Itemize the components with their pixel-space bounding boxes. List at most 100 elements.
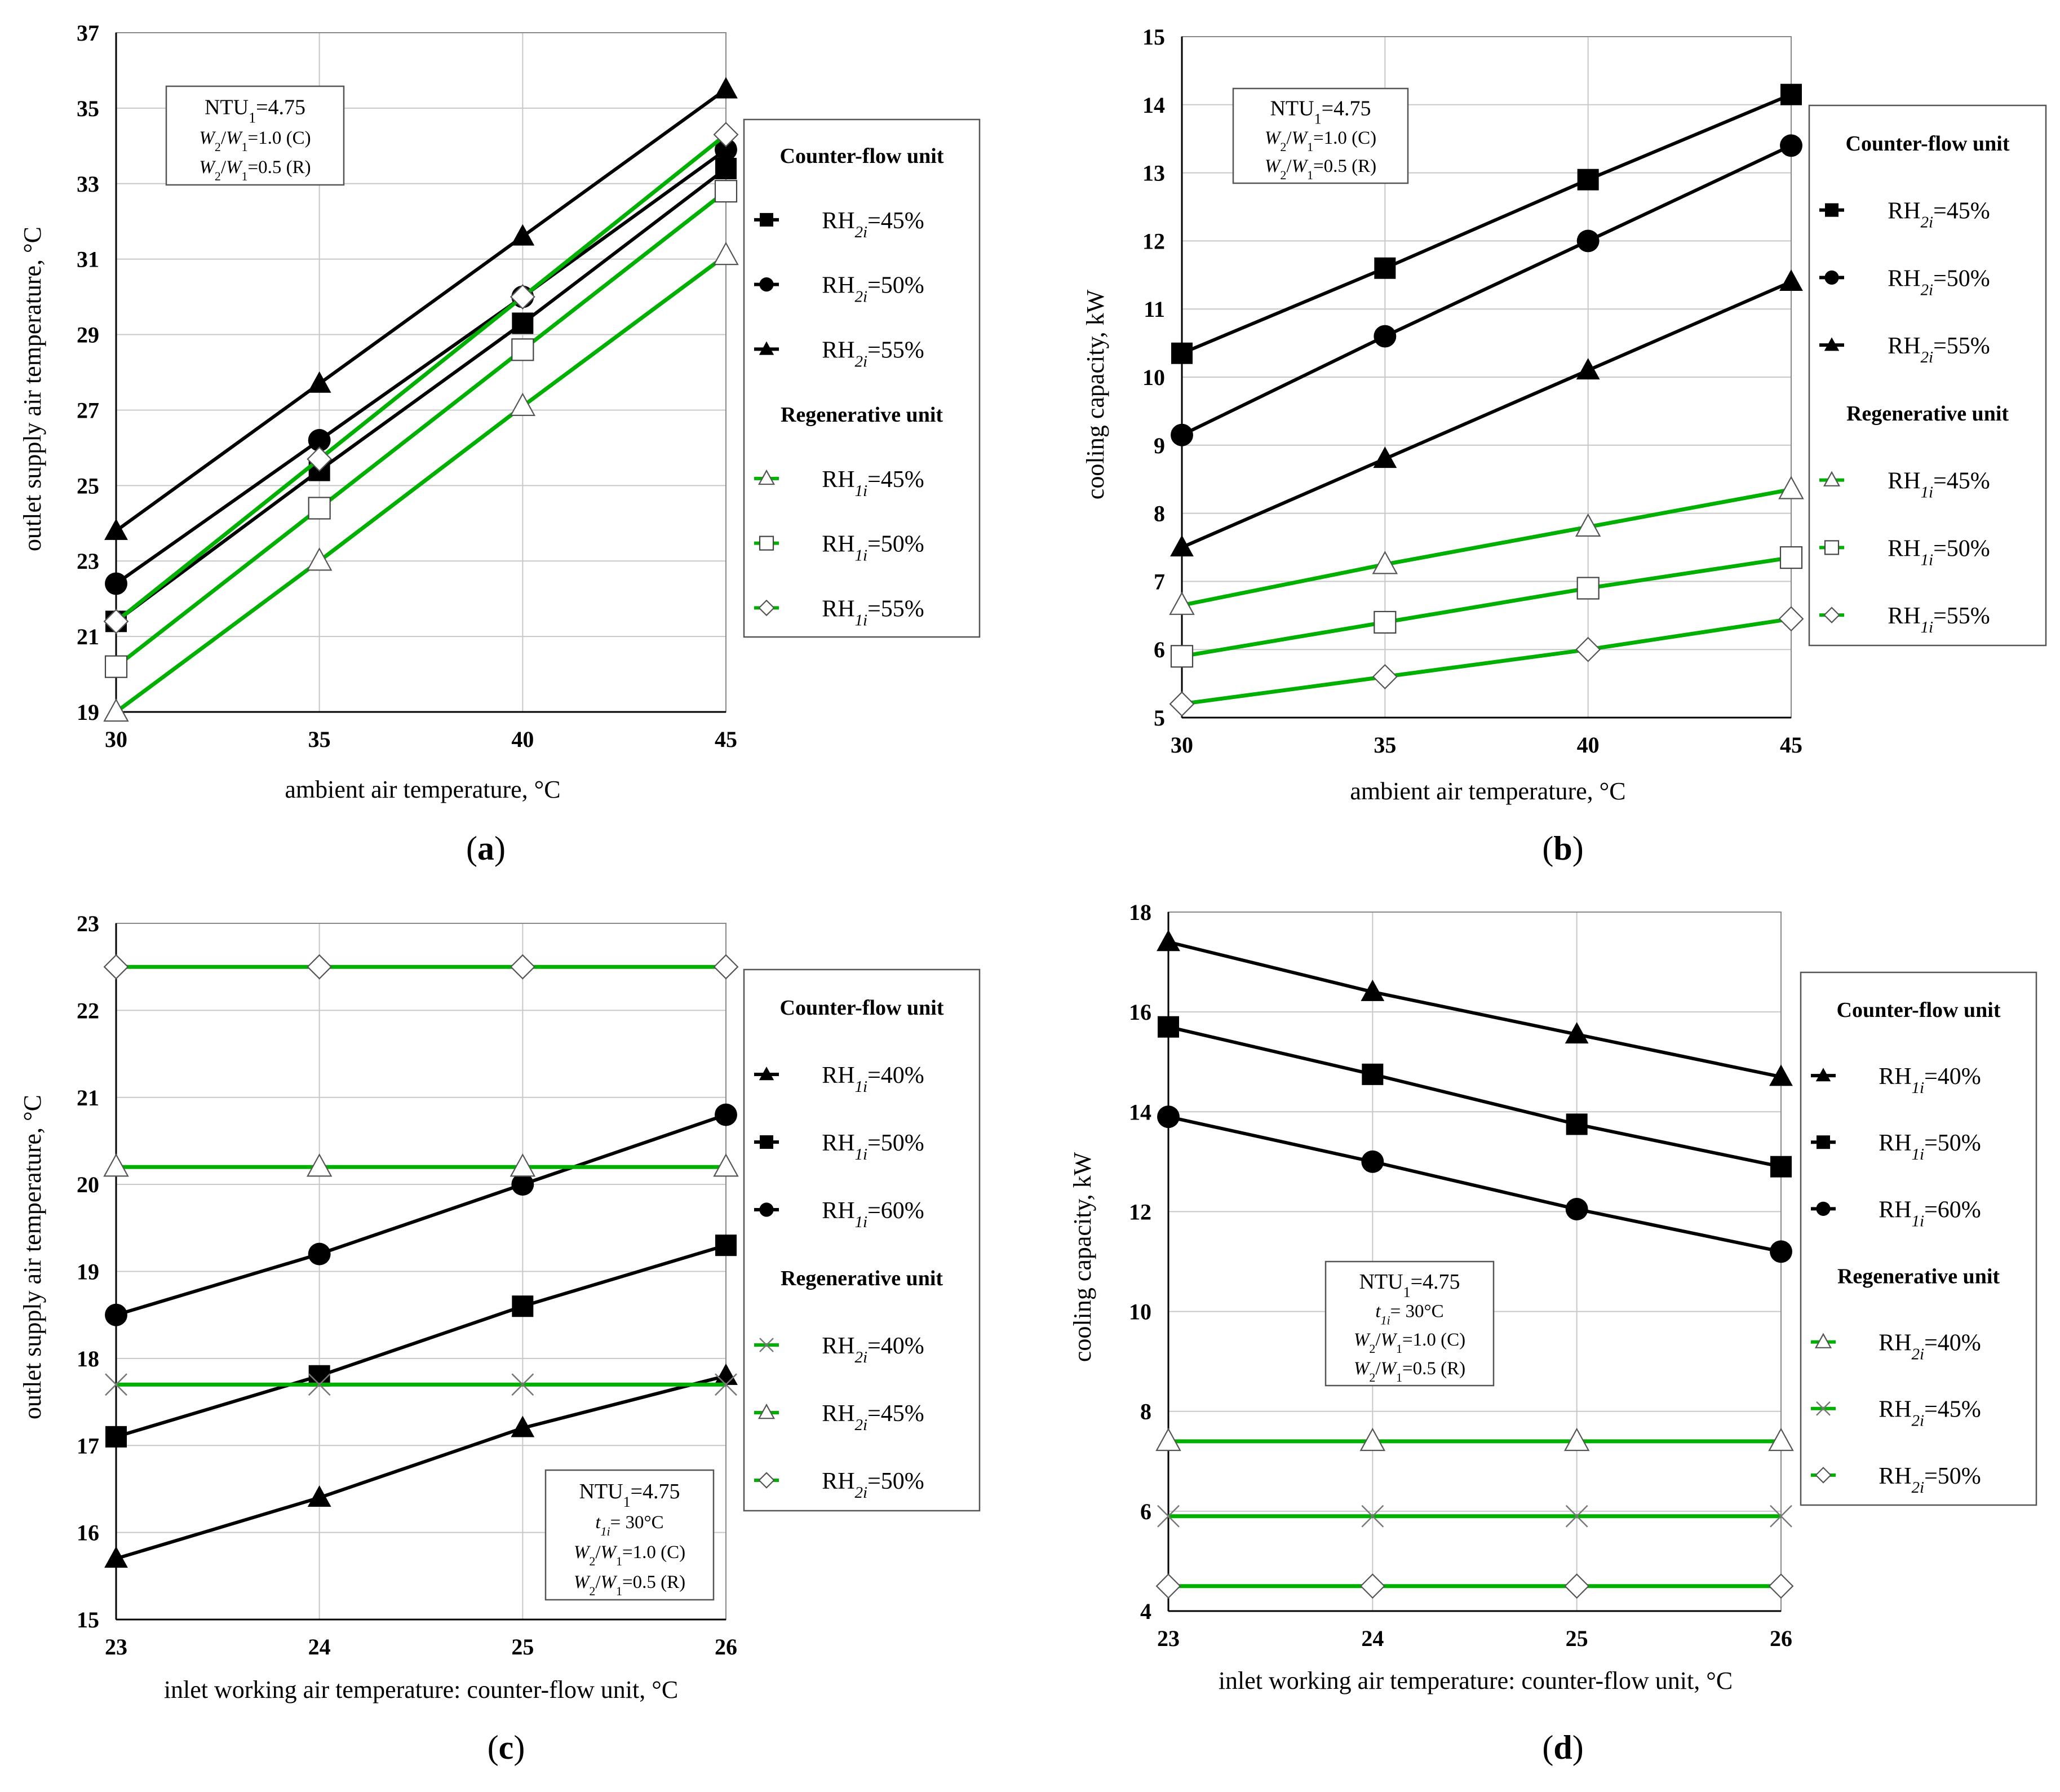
series-line [1168, 940, 1782, 1079]
data-point [308, 429, 331, 452]
data-point [1565, 1505, 1588, 1528]
legend-label: RH1i=45% [822, 467, 924, 500]
legend-swatch-marker [1824, 337, 1840, 351]
series-line [115, 148, 727, 585]
series-line [115, 87, 727, 533]
y-tick-label: 23 [77, 911, 99, 936]
data-point [510, 1153, 536, 1177]
legend-label: RH2i=45% [822, 1401, 924, 1434]
data-point [510, 284, 535, 310]
x-tick-label: 24 [308, 1634, 331, 1660]
y-tick-label: 16 [1129, 999, 1151, 1025]
data-point [1770, 1240, 1792, 1263]
data-point [1361, 979, 1385, 1001]
data-point [1361, 1505, 1384, 1528]
data-point [1780, 83, 1802, 105]
legend-label: RH2i=55% [822, 337, 924, 370]
data-point [1575, 513, 1601, 537]
data-point [511, 224, 535, 246]
panel-d: 4 6 8 10 12 14 16 18 23 24 25 26 inlet working air t… [1069, 900, 2037, 1766]
data-point [1359, 1427, 1386, 1452]
data-point [713, 241, 739, 266]
parameter-text: NTU1=4.75 [1359, 1270, 1460, 1300]
x-tick-label: 26 [715, 1634, 737, 1660]
y-tick-label: 31 [77, 247, 99, 272]
data-point [103, 608, 129, 634]
panel-label: (c) [488, 1729, 525, 1766]
y-tick-label: 29 [77, 322, 99, 348]
data-point [714, 77, 738, 99]
data-point [308, 1242, 331, 1266]
y-tick-label: 23 [77, 548, 99, 574]
legend-swatch-marker [760, 213, 773, 227]
legend-label: RH1i=50% [822, 1130, 924, 1163]
legend-swatch-marker [1823, 607, 1840, 623]
data-point [1778, 476, 1804, 499]
y-tick-label: 12 [1129, 1199, 1151, 1224]
series-2 [1158, 1016, 1792, 1178]
data-point [714, 1363, 738, 1385]
series-4 [1155, 1427, 1794, 1452]
series-3 [104, 77, 738, 540]
data-point [1157, 1105, 1180, 1129]
parameter-text: W2/W1=1.0 (C) [574, 1542, 685, 1568]
data-point [1155, 1427, 1181, 1452]
data-point [1359, 1573, 1385, 1599]
data-point [511, 1373, 534, 1396]
y-tick-label: 8 [1140, 1399, 1151, 1424]
data-point [1362, 1063, 1384, 1085]
legend-label: RH1i=60% [1879, 1197, 1981, 1230]
parameter-text: W2/W1=1.0 (C) [199, 128, 311, 153]
data-point [715, 1103, 737, 1126]
data-point [1372, 551, 1398, 574]
x-tick-label: 23 [105, 1634, 127, 1660]
panel-a: 19 21 23 25 27 29 31 33 35 37 30 35 40 45 ambient air … [19, 20, 981, 867]
legend-label: RH1i=50% [1888, 536, 1990, 569]
series-line [1181, 144, 1792, 437]
series-2 [105, 138, 737, 595]
data-point [105, 1303, 127, 1326]
series-line [114, 189, 728, 669]
data-point [103, 954, 129, 980]
data-point [511, 1415, 535, 1437]
series-2 [1171, 134, 1802, 446]
y-tick-label: 25 [77, 473, 99, 498]
parameter-text: NTU1=4.75 [1270, 97, 1371, 127]
data-point [1171, 342, 1193, 364]
series-4 [105, 1373, 737, 1396]
data-point [105, 1373, 127, 1396]
data-point [1565, 1198, 1588, 1220]
legend-group-title: Regenerative unit [781, 1267, 943, 1290]
data-point [511, 1173, 534, 1196]
legend-swatch-marker [757, 469, 776, 485]
cross-stroke [1816, 1401, 1831, 1416]
x-axis-label: ambient air temperature, °C [285, 776, 560, 803]
y-tick-label: 19 [77, 700, 99, 725]
legend-swatch-marker [759, 277, 774, 292]
y-tick-label: 14 [1142, 92, 1165, 118]
y-tick-label: 21 [77, 1085, 99, 1110]
y-tick-label: 12 [1142, 228, 1165, 254]
parameter-text: W2/W1=0.5 (R) [1265, 156, 1376, 182]
series-2 [105, 1235, 737, 1448]
legend-swatch-marker [1824, 540, 1840, 555]
data-point [307, 954, 333, 980]
series-4 [1169, 476, 1804, 615]
parameter-text: NTU1=4.75 [579, 1480, 680, 1510]
legend-label: RH2i=45% [822, 208, 924, 241]
data-point [1373, 446, 1397, 468]
data-point [1768, 1573, 1794, 1599]
data-point [510, 392, 536, 417]
series-line [1181, 617, 1792, 706]
parameter-text: W2/W1=1.0 (C) [1265, 128, 1376, 154]
cross-stroke [105, 1373, 127, 1396]
series-3 [1157, 1105, 1792, 1263]
x-tick-label: 45 [715, 727, 737, 752]
data-point [713, 1153, 739, 1177]
data-point [1169, 691, 1195, 717]
data-point [104, 518, 128, 540]
legend-swatch-marker [757, 1403, 776, 1419]
cross-stroke [511, 1373, 534, 1396]
series-line [1168, 1025, 1782, 1169]
